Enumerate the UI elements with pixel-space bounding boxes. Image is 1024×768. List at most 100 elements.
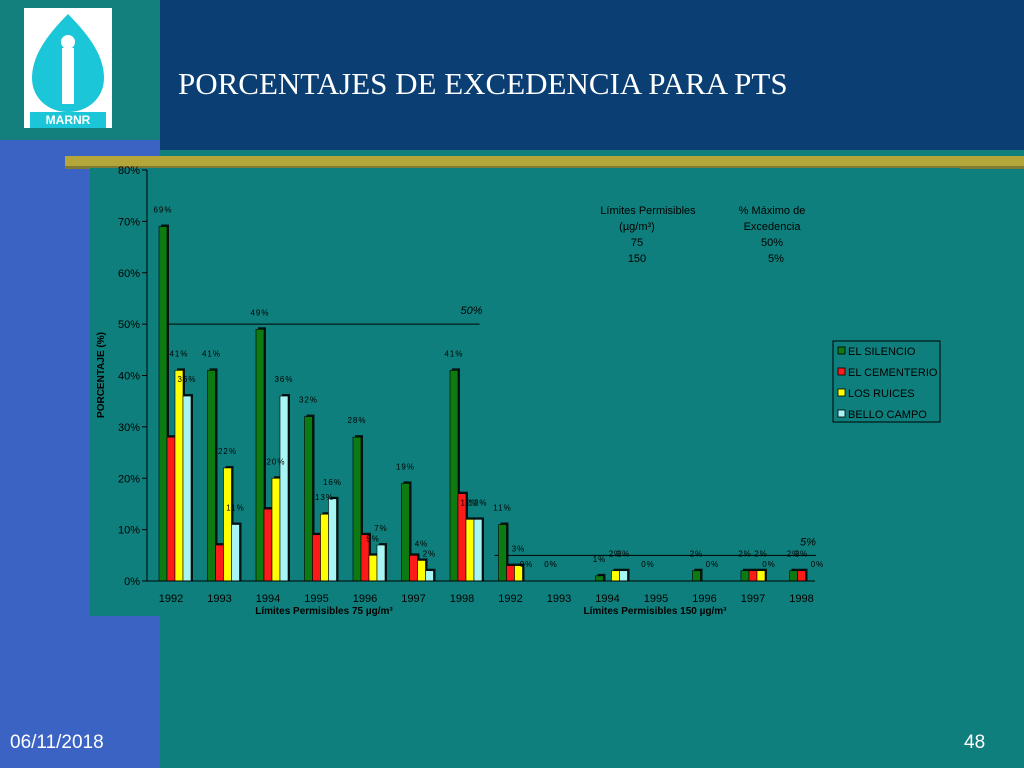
bar-el-silencio	[449, 370, 459, 582]
bar-el-silencio	[789, 570, 798, 582]
bar-bello-campo	[473, 519, 483, 582]
data-label: 2%	[738, 550, 752, 559]
bar-el-cementerio	[748, 570, 758, 582]
y-tick-label: 30%	[118, 422, 140, 434]
y-tick-label: 70%	[118, 216, 140, 228]
data-label: 20%	[266, 457, 285, 466]
data-label: 0%	[762, 560, 776, 569]
bar-bello-campo	[376, 544, 386, 582]
data-label: 2%	[690, 550, 704, 559]
x-tick-label: 1997	[741, 593, 765, 605]
bar-bello-campo	[619, 570, 628, 582]
page-number: 48	[964, 732, 986, 753]
y-tick-label: 0%	[124, 576, 140, 588]
data-label: 0%	[544, 560, 558, 569]
data-label: 2%	[787, 550, 801, 559]
data-label: 36%	[274, 375, 293, 384]
bar-el-cementerio	[312, 534, 321, 582]
data-label: 28%	[347, 416, 366, 425]
group-label-75: Límites Permisibles 75 µg/m³	[255, 606, 393, 617]
legend-label-el-silencio: EL SILENCIO	[848, 346, 916, 358]
limits-row-1-limit: 75	[631, 237, 643, 249]
data-label: 3%	[512, 545, 526, 554]
bar-bello-campo	[425, 570, 434, 582]
data-label: 2%	[609, 550, 623, 559]
gold-rule-shadow	[65, 166, 1024, 169]
bar-los-ruices	[174, 370, 184, 582]
bar-el-silencio	[158, 226, 168, 582]
slide-title: PORCENTAJES DE EXCEDENCIA PARA PTS	[178, 66, 788, 101]
bar-bello-campo	[231, 524, 240, 582]
limits-table: Límites Permisibles % Máximo de (µg/m³) …	[600, 205, 805, 265]
x-tick-label: 1992	[159, 593, 183, 605]
bar-el-cementerio	[263, 508, 273, 582]
x-tick-label: 1994	[595, 593, 619, 605]
data-label: 41%	[169, 349, 188, 358]
x-tick-label: 1993	[547, 593, 571, 605]
bar-el-silencio	[255, 328, 265, 582]
data-label: 41%	[444, 349, 463, 358]
bar-el-silencio	[740, 570, 750, 582]
marnr-logo: MARNR	[24, 8, 112, 128]
limits-subheader-2: Excedencia	[744, 221, 802, 233]
data-label: 49%	[250, 308, 269, 317]
limits-row-2-pct: 5%	[768, 253, 784, 265]
x-tick-label: 1992	[498, 593, 522, 605]
legend: EL SILENCIO EL CEMENTERIO LOS RUICES BEL…	[832, 340, 941, 423]
header-band	[160, 0, 1024, 150]
x-tick-label: 1996	[692, 593, 716, 605]
data-label: 16%	[323, 478, 342, 487]
data-label: 0%	[811, 560, 825, 569]
data-label: 2%	[795, 550, 809, 559]
y-tick-label: 40%	[118, 371, 140, 383]
bar-los-ruices	[465, 519, 475, 582]
legend-label-los-ruices: LOS RUICES	[848, 388, 915, 400]
y-tick-label: 80%	[118, 165, 140, 177]
data-label: 7%	[374, 524, 388, 533]
data-label: 4%	[415, 539, 429, 548]
bar-el-silencio	[595, 575, 604, 582]
data-label: 0%	[641, 560, 655, 569]
bar-bello-campo	[328, 498, 337, 582]
bar-los-ruices	[271, 477, 281, 582]
legend-box	[832, 340, 941, 423]
data-label: 32%	[299, 396, 318, 405]
limits-header-1: Límites Permisibles	[600, 205, 696, 217]
data-label: 41%	[202, 349, 221, 358]
legend-swatch-el-silencio	[837, 346, 846, 355]
reference-line-label: 50%	[460, 305, 482, 317]
legend-swatch-el-cementerio	[837, 367, 846, 376]
legend-swatch-bello-campo	[837, 409, 846, 418]
bar-el-silencio	[352, 436, 362, 582]
data-label: 19%	[396, 462, 415, 471]
bar-el-cementerio	[506, 565, 515, 582]
data-label: 22%	[218, 447, 237, 456]
bar-el-silencio	[401, 483, 410, 582]
x-tick-label: 1998	[789, 593, 813, 605]
limits-row-1-pct: 50%	[761, 237, 783, 249]
bar-el-silencio	[207, 370, 216, 582]
bar-los-ruices	[417, 560, 426, 582]
x-tick-label: 1996	[353, 593, 377, 605]
data-label: 2%	[754, 550, 768, 559]
bar-el-silencio	[498, 524, 507, 582]
data-label: 11%	[493, 503, 511, 512]
data-label: 11%	[226, 503, 244, 512]
legend-label-el-cementerio: EL CEMENTERIO	[848, 367, 938, 379]
data-label: 12%	[460, 498, 479, 507]
bar-el-cementerio	[166, 436, 176, 582]
x-tick-label: 1998	[450, 593, 474, 605]
bar-los-ruices	[756, 570, 766, 582]
group-label-150: Límites Permisibles 150 µg/m³	[583, 606, 727, 617]
y-tick-label: 10%	[118, 525, 140, 537]
reference-line-label: 5%	[800, 536, 816, 548]
bar-el-cementerio	[797, 570, 806, 582]
bar-el-cementerio	[409, 555, 418, 582]
bar-bello-campo	[182, 395, 192, 582]
x-tick-label: 1993	[207, 593, 231, 605]
limits-subheader-1: (µg/m³)	[619, 221, 655, 233]
bar-el-silencio	[692, 570, 701, 582]
gold-rule	[65, 156, 1024, 166]
y-tick-label: 20%	[118, 473, 140, 485]
data-label: 12%	[468, 498, 487, 507]
